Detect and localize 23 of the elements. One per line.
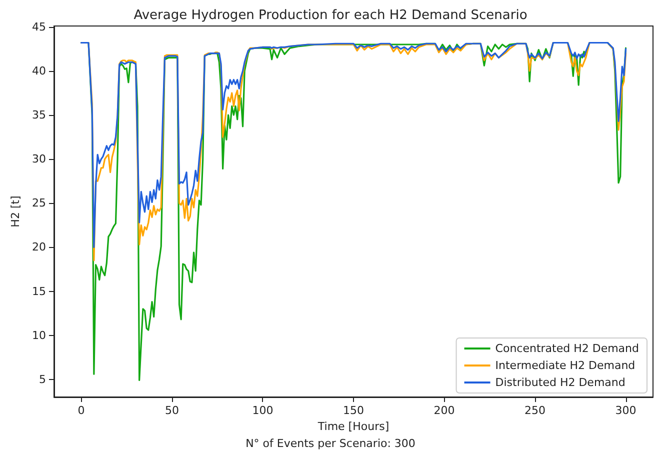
legend-label: Intermediate H2 Demand (495, 359, 636, 372)
x-tick-label: 200 (434, 404, 455, 417)
x-axis-title: Time [Hours] (316, 420, 390, 433)
y-tick-label: 35 (32, 108, 46, 122)
x-tick-label: 0 (78, 404, 85, 417)
legend-label: Concentrated H2 Demand (495, 342, 640, 355)
y-tick-label: 5 (39, 372, 46, 386)
x-tick-label: 150 (343, 404, 364, 417)
chart-title: Average Hydrogen Production for each H2 Demand Scenario (134, 8, 528, 23)
y-tick-label: 20 (32, 240, 46, 254)
legend-label: Distributed H2 Demand (495, 376, 626, 389)
y-tick-label: 15 (32, 284, 46, 298)
y-tick-label: 30 (32, 152, 46, 166)
y-tick-label: 40 (32, 64, 46, 78)
y-tick-label: 45 (32, 20, 46, 34)
x-tick-label: 100 (252, 404, 274, 417)
x-tick-label: 50 (164, 404, 179, 417)
text: N° of Events per Scenario: 300 (246, 437, 416, 450)
y-axis-title: H2 [t] (9, 196, 22, 228)
y-tick-label: 25 (32, 196, 46, 210)
x-tick-label: 300 (615, 404, 636, 417)
x-tick-label: 250 (524, 404, 546, 417)
y-tick-label: 10 (32, 328, 46, 342)
